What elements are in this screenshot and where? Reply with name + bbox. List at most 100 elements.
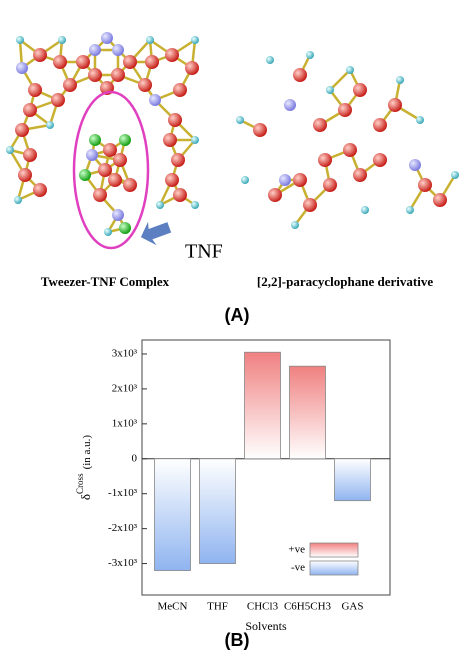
atom <box>119 222 131 234</box>
bond <box>330 70 350 90</box>
atom <box>89 44 101 56</box>
atom <box>146 36 154 44</box>
atom <box>165 48 179 62</box>
atom <box>33 183 47 197</box>
y-tick-label: -1x10³ <box>108 487 138 499</box>
legend-label: +ve <box>288 544 305 556</box>
atom <box>89 134 101 146</box>
atom <box>409 159 421 171</box>
bar <box>200 459 236 564</box>
atom <box>103 143 117 157</box>
atom <box>112 209 124 221</box>
atom <box>343 143 357 157</box>
atom <box>33 48 47 62</box>
atom <box>88 68 102 82</box>
atom <box>145 55 159 69</box>
atom <box>388 98 402 112</box>
legend-swatch <box>310 561 358 575</box>
y-tick-label: 3x10³ <box>112 348 138 360</box>
atom <box>284 99 296 111</box>
atom <box>191 201 199 209</box>
atom <box>279 174 291 186</box>
atom <box>79 169 91 181</box>
atom <box>241 176 249 184</box>
atom <box>433 193 447 207</box>
y-tick-label: -2x10³ <box>108 522 138 534</box>
y-label-text: (in a.u.) <box>81 435 93 470</box>
atom <box>361 206 369 214</box>
atom <box>293 173 307 187</box>
atom <box>353 83 367 97</box>
bar <box>335 459 371 501</box>
atom <box>63 78 77 92</box>
atom <box>18 168 32 182</box>
x-tick-label: MeCN <box>158 601 188 613</box>
atom <box>76 55 90 69</box>
atom <box>112 44 124 56</box>
atom <box>191 36 199 44</box>
atom <box>156 201 164 209</box>
atom <box>51 93 65 107</box>
atom <box>28 83 42 97</box>
atom <box>6 146 14 154</box>
atom <box>16 62 28 74</box>
atom <box>173 83 187 97</box>
atom <box>104 228 112 236</box>
x-tick-label: C6H5CH3 <box>284 601 332 613</box>
atom <box>318 153 332 167</box>
panel-label: (B) <box>225 630 250 650</box>
x-tick-label: GAS <box>341 601 363 613</box>
bar <box>290 366 326 459</box>
atom <box>268 188 282 202</box>
caption: [2,2]-paracyclophane derivative <box>257 274 433 289</box>
atom <box>338 103 352 117</box>
atom <box>138 78 152 92</box>
atom <box>266 56 274 64</box>
panel-label: (A) <box>225 305 250 325</box>
atom <box>113 153 127 167</box>
atom <box>149 94 161 106</box>
chart: -3x10³ -2x10³ -1x10³ 0 1x10³ 2x10³ 3x10³ MeCN TH… <box>75 340 390 633</box>
atom <box>323 178 337 192</box>
atom <box>101 32 113 44</box>
atom <box>93 188 107 202</box>
x-tick-label: THF <box>207 601 228 613</box>
x-tick-label: CHCl3 <box>247 601 279 613</box>
caption: Tweezer-TNF Complex <box>41 274 170 289</box>
y-tick-label: 2x10³ <box>112 382 138 394</box>
atom <box>253 123 267 137</box>
y-tick-label: 0 <box>132 452 138 464</box>
atom <box>418 178 432 192</box>
atom <box>168 113 182 127</box>
atom <box>165 173 179 187</box>
tnf-label: TNF <box>185 241 223 263</box>
y-label-superscript: Cross <box>75 473 85 494</box>
atom <box>306 51 314 59</box>
atom <box>406 206 414 214</box>
atom <box>58 36 66 44</box>
atom <box>303 198 317 212</box>
atom <box>326 86 334 94</box>
atom <box>16 36 24 44</box>
atom <box>191 136 199 144</box>
atom <box>163 133 177 147</box>
atom <box>14 196 22 204</box>
legend-swatch <box>310 543 358 557</box>
atom <box>313 118 327 132</box>
atom <box>416 116 424 124</box>
atom <box>53 55 67 69</box>
atom <box>373 153 387 167</box>
y-tick-label: -3x10³ <box>108 557 138 569</box>
atom <box>171 153 185 167</box>
atom <box>293 68 307 82</box>
arrow <box>137 216 174 250</box>
y-tick-label: 1x10³ <box>112 417 138 429</box>
atom <box>46 121 54 129</box>
atom <box>23 103 37 117</box>
bar <box>245 352 281 459</box>
atom <box>451 171 459 179</box>
atom <box>15 123 29 137</box>
atom <box>119 134 131 146</box>
atom <box>353 168 367 182</box>
legend-label: -ve <box>291 562 305 574</box>
